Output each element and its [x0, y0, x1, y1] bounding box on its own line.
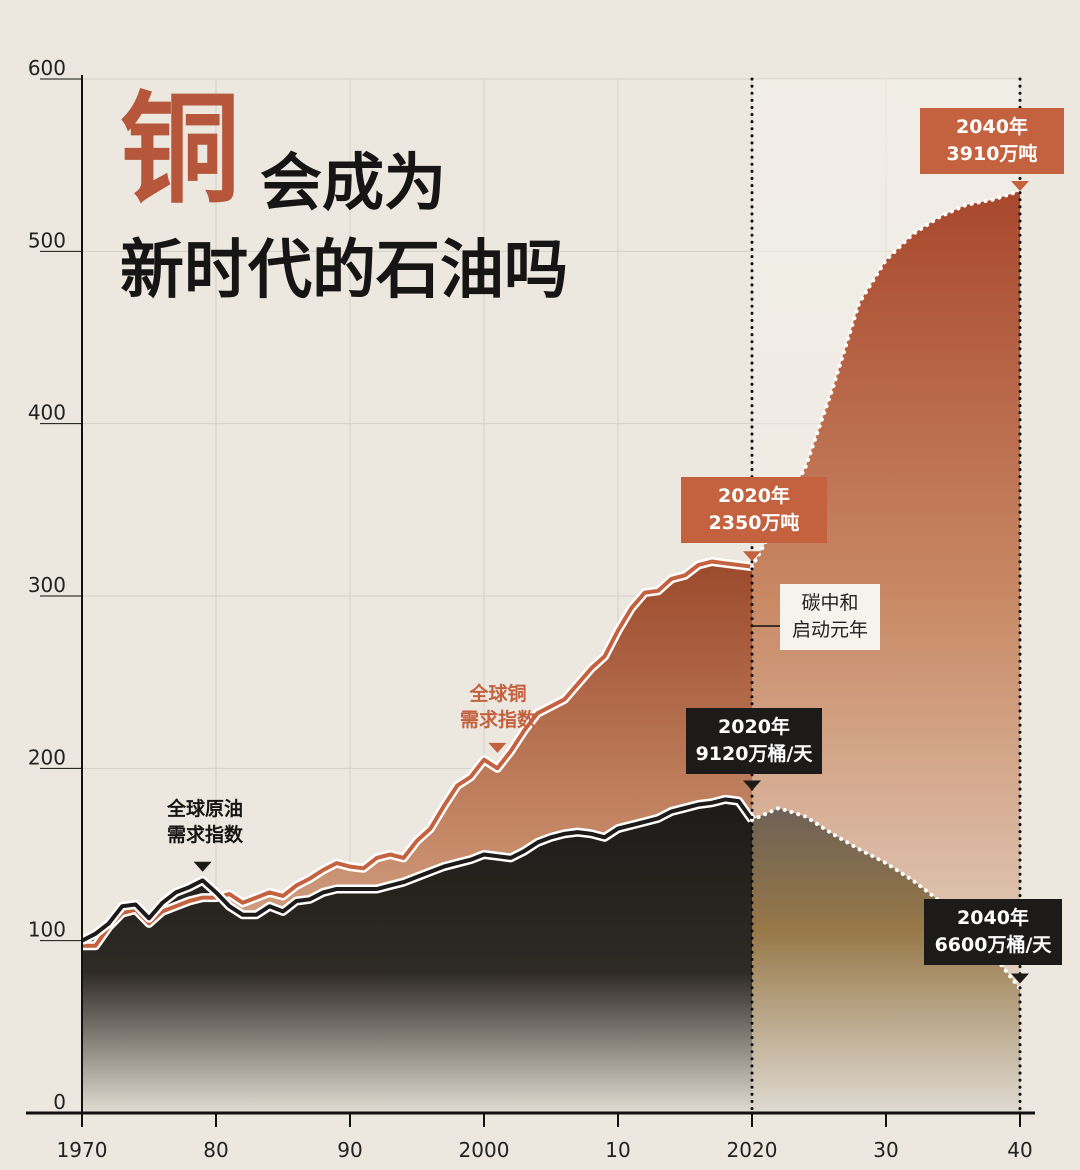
- oil-2040-callout: 2040年 6600万桶/天: [924, 899, 1062, 965]
- carbon-neutral-line-1: 碳中和: [801, 592, 859, 614]
- copper-2020-callout: 2020年 2350万吨: [681, 477, 827, 543]
- copper-2040-callout: 2040年 3910万吨: [920, 108, 1064, 174]
- oil-2040-pointer: [1011, 973, 1029, 984]
- oil-2020-callout: 2020年 9120万桶/天: [686, 708, 822, 774]
- reference-line-layer: [750, 77, 1022, 1115]
- copper-2020-pointer: [743, 551, 761, 562]
- copper-2020-year: 2020年: [718, 485, 790, 507]
- y-tick-label: 200: [28, 745, 66, 769]
- copper-2020-value: 2350万吨: [708, 512, 800, 534]
- y-tick-label: 400: [28, 401, 66, 425]
- marker-layer: [193, 181, 1029, 984]
- copper-series-label: 全球铜 需求指数: [446, 681, 550, 733]
- oil-series-label-line-1: 全球原油: [166, 798, 243, 820]
- copper-series-label-line-2: 需求指数: [459, 709, 536, 731]
- title-line-2: 新时代的石油吗: [120, 234, 568, 308]
- y-tick-label: 300: [28, 573, 66, 597]
- y-tick-label: 100: [28, 918, 66, 942]
- y-tick-label: 500: [28, 228, 66, 252]
- oil-projection-line: [750, 805, 1022, 991]
- oil-projection-area: [752, 808, 1020, 1113]
- oil-2040-value: 6600万桶/天: [934, 934, 1052, 956]
- copper-historical-line: [82, 559, 753, 948]
- x-tick-label: 30: [873, 1138, 898, 1162]
- carbon-neutral-line-2: 启动元年: [791, 619, 868, 641]
- oil-2040-year: 2040年: [957, 907, 1029, 929]
- copper-2040-year: 2040年: [956, 116, 1028, 138]
- oil-2020-year: 2020年: [718, 716, 790, 738]
- x-tick-label: 10: [605, 1138, 630, 1162]
- y-tick-label: 600: [28, 56, 66, 80]
- title-highlight: 铜: [120, 79, 240, 220]
- oil-2020-value: 9120万桶/天: [695, 743, 813, 765]
- axis-layer: 0 100 200 300 400 500 600 1970 80 90 2000 10 2020 30 4…: [26, 56, 1035, 1162]
- x-tick-label: 2000: [459, 1138, 510, 1162]
- x-tick-label: 40: [1007, 1138, 1032, 1162]
- oil-2020-pointer: [743, 780, 761, 791]
- oil-series-pointer: [193, 861, 212, 872]
- oil-historical-line: [81, 797, 754, 943]
- x-tick-label: 1970: [57, 1138, 108, 1162]
- oil-series-label: 全球原油 需求指数: [150, 796, 260, 848]
- oil-historical-area: [82, 799, 752, 1113]
- x-tick-label: 80: [203, 1138, 228, 1162]
- copper-2040-value: 3910万吨: [946, 143, 1038, 165]
- x-tick-label: 2020: [727, 1138, 778, 1162]
- carbon-neutral-callout: 碳中和 启动元年: [780, 584, 880, 650]
- x-tick-label: 90: [337, 1138, 362, 1162]
- copper-series-pointer: [488, 742, 507, 753]
- title-line-1: 会成为: [260, 146, 447, 219]
- oil-series-label-line-2: 需求指数: [166, 824, 243, 846]
- y-tick-label: 0: [53, 1090, 66, 1114]
- area-layer: [82, 191, 1020, 1113]
- copper-2040-pointer: [1011, 181, 1029, 192]
- copper-series-label-line-1: 全球铜: [469, 683, 527, 705]
